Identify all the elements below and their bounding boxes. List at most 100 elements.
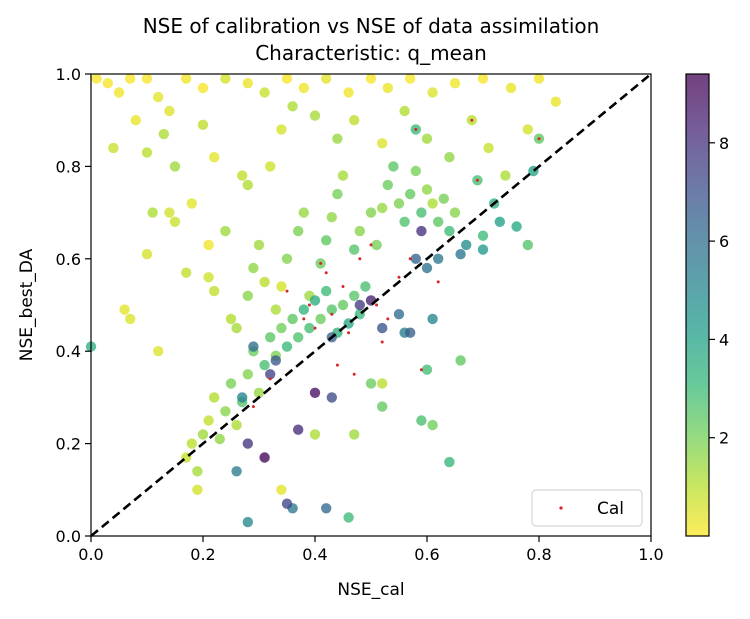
scatter-point (281, 253, 293, 264)
scatter-point (164, 207, 175, 218)
scatter-point (130, 115, 141, 126)
scatter-point (326, 304, 337, 315)
scatter-point (371, 239, 382, 251)
scatter-point (242, 438, 253, 449)
scatter-point (421, 364, 433, 375)
scatter-point (242, 516, 253, 528)
cal-marker (347, 331, 351, 335)
scatter-point (337, 170, 349, 181)
plot-frame (90, 73, 652, 537)
scatter-point (393, 198, 405, 209)
scatter-point (102, 78, 114, 89)
y-axis-ticks: 0.0 0.2 0.4 0.6 0.8 1.0 (56, 65, 91, 546)
cal-marker (313, 326, 317, 330)
scatter-point (259, 276, 270, 288)
colorbar-ticks: 2 4 6 8 (709, 134, 729, 448)
scatter-point (433, 253, 444, 264)
cal-marker (330, 312, 334, 316)
legend-cal-marker (559, 506, 563, 510)
scatter-point (231, 466, 242, 477)
scatter-point (449, 207, 461, 218)
cal-marker (386, 317, 390, 321)
scatter-point (225, 378, 237, 389)
scatter-point (287, 101, 298, 112)
scatter-point (265, 332, 276, 343)
scatter-point (343, 512, 354, 523)
scatter-point (108, 142, 119, 154)
cal-marker (251, 405, 255, 409)
scatter-point (197, 82, 209, 94)
cal-marker (307, 303, 311, 307)
cal-marker (375, 303, 379, 307)
scatter-point (293, 424, 304, 435)
scatter-point (410, 165, 421, 177)
scatter-point (399, 216, 410, 227)
scatter-point (421, 262, 433, 274)
cal-marker (358, 257, 362, 261)
scatter-point (427, 87, 438, 98)
scatter-point (113, 87, 125, 98)
scatter-point (276, 124, 287, 135)
scatter-point (265, 369, 276, 380)
chart-title: NSE of calibration vs NSE of data assimi… (143, 14, 600, 38)
cal-marker (335, 363, 339, 367)
scatter-point (455, 355, 466, 366)
legend: Cal (531, 489, 643, 527)
scatter-point (416, 225, 427, 237)
y-tick-label: 0.2 (56, 435, 81, 454)
scatter-point (181, 73, 192, 84)
scatter-point (377, 378, 388, 389)
cal-marker (408, 257, 412, 261)
scatter-point (365, 73, 377, 84)
cal-marker (352, 372, 356, 376)
scatter-point (505, 82, 517, 94)
scatter-point (186, 438, 197, 449)
scatter-point (220, 406, 231, 417)
x-tick-label: 0.8 (526, 545, 551, 564)
scatter-point (209, 392, 220, 403)
scatter-point (231, 322, 242, 334)
scatter-point (125, 313, 136, 325)
cal-marker (470, 118, 474, 122)
scatter-point (321, 73, 332, 84)
scatter-point (410, 253, 421, 264)
scatter-point (455, 249, 466, 260)
scatter-point (349, 290, 360, 301)
one-to-one-reference-line (90, 72, 652, 538)
scatter-point (203, 272, 214, 283)
scatter-point (416, 415, 427, 426)
scatter-point (332, 133, 343, 144)
scatter-point (141, 147, 153, 158)
colorbar-tick-label: 6 (719, 232, 729, 251)
scatter-point (242, 78, 253, 89)
scatter-point (433, 216, 444, 227)
scatter-point (259, 87, 270, 98)
scatter-point (304, 322, 315, 334)
y-axis-label: NSE_best_DA (17, 248, 37, 361)
scatter-point (242, 369, 253, 380)
scatter-point (377, 322, 388, 334)
scatter-point (141, 249, 153, 260)
scatter-point (522, 124, 533, 135)
scatter-point (276, 281, 287, 292)
scatter-point (169, 216, 181, 227)
legend-box (531, 489, 643, 527)
scatter-point (298, 207, 309, 218)
scatter-point (405, 73, 416, 84)
scatter-point (427, 198, 438, 209)
scatter-point (281, 73, 293, 84)
scatter-point (270, 304, 281, 315)
scatter-point (349, 244, 360, 255)
scatter-point (203, 415, 214, 426)
scatter-point (298, 82, 309, 94)
scatter-point (337, 299, 349, 311)
scatter-point (248, 341, 259, 352)
scatter-point (203, 239, 214, 251)
scatter-point (253, 239, 265, 251)
cal-marker (268, 377, 272, 381)
colorbar-tick-label: 4 (719, 330, 729, 349)
cal-marker (369, 243, 373, 247)
scatter-point (265, 161, 276, 172)
